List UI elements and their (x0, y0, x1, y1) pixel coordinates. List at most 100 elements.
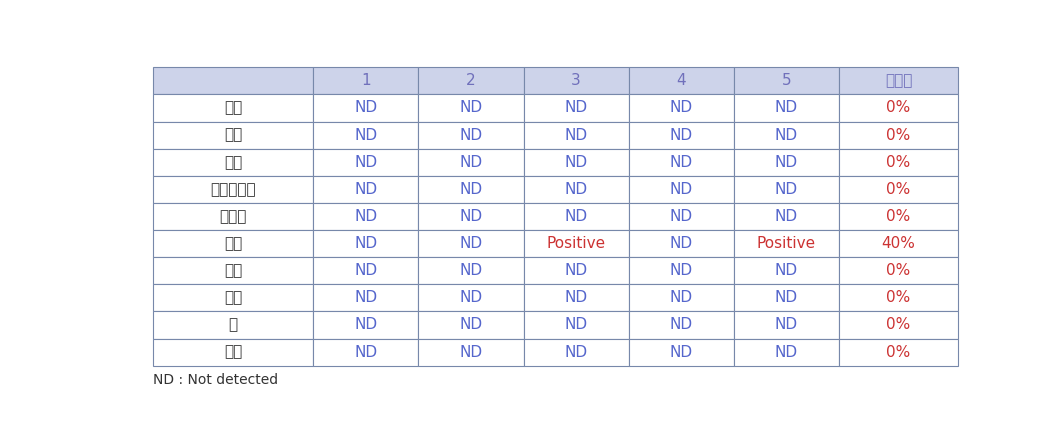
Text: ND: ND (354, 182, 377, 197)
Bar (524, 203, 629, 230)
Text: ND: ND (354, 345, 377, 359)
Text: 0%: 0% (886, 318, 911, 333)
Text: 1: 1 (361, 73, 371, 88)
Bar (840, 95, 958, 121)
Bar (734, 284, 840, 311)
Bar (629, 339, 734, 366)
Text: ND: ND (670, 345, 693, 359)
Text: ND: ND (775, 155, 798, 170)
Text: 검출률: 검출률 (885, 73, 913, 88)
Bar (629, 176, 734, 203)
Text: ND: ND (565, 182, 587, 197)
Bar (524, 311, 629, 339)
Text: ND: ND (459, 345, 482, 359)
Bar (419, 311, 524, 339)
Text: ND: ND (459, 290, 482, 306)
Text: ND: ND (775, 290, 798, 306)
Text: 오이: 오이 (224, 236, 243, 251)
Bar (314, 257, 419, 284)
Text: ND: ND (354, 100, 377, 116)
Bar (840, 176, 958, 203)
Text: ND: ND (670, 128, 693, 143)
Bar (629, 95, 734, 121)
Bar (734, 149, 840, 176)
Bar (419, 230, 524, 257)
Text: ND: ND (459, 263, 482, 278)
Bar (153, 149, 314, 176)
Text: ND: ND (565, 128, 587, 143)
Text: 마늘: 마늘 (224, 155, 243, 170)
Bar (419, 121, 524, 149)
Text: 4: 4 (676, 73, 686, 88)
Text: 0%: 0% (886, 345, 911, 359)
Text: 양상추: 양상추 (219, 209, 247, 224)
Text: 어묵: 어묵 (224, 345, 243, 359)
Text: ND: ND (775, 209, 798, 224)
Bar (734, 176, 840, 203)
Text: ND: ND (565, 318, 587, 333)
Bar (419, 339, 524, 366)
Text: ND: ND (354, 155, 377, 170)
Bar (629, 121, 734, 149)
Text: ND: ND (670, 236, 693, 251)
Bar (840, 149, 958, 176)
Text: ND: ND (354, 263, 377, 278)
Bar (419, 67, 524, 95)
Bar (840, 311, 958, 339)
Bar (314, 230, 419, 257)
Text: Positive: Positive (547, 236, 605, 251)
Text: ND: ND (565, 345, 587, 359)
Text: ND: ND (459, 182, 482, 197)
Bar (524, 339, 629, 366)
Bar (314, 203, 419, 230)
Bar (419, 176, 524, 203)
Bar (314, 149, 419, 176)
Bar (629, 257, 734, 284)
Bar (314, 311, 419, 339)
Bar (524, 176, 629, 203)
Text: ND: ND (670, 290, 693, 306)
Bar (153, 284, 314, 311)
Bar (419, 203, 524, 230)
Text: ND: ND (775, 345, 798, 359)
Bar (314, 67, 419, 95)
Text: 2: 2 (466, 73, 476, 88)
Bar (314, 176, 419, 203)
Text: ND: ND (670, 182, 693, 197)
Bar (153, 67, 314, 95)
Bar (314, 284, 419, 311)
Text: 40%: 40% (882, 236, 916, 251)
Bar (840, 203, 958, 230)
Text: 5: 5 (781, 73, 791, 88)
Bar (419, 257, 524, 284)
Bar (840, 121, 958, 149)
Text: 0%: 0% (886, 209, 911, 224)
Bar (524, 284, 629, 311)
Bar (153, 311, 314, 339)
Bar (629, 203, 734, 230)
Bar (629, 67, 734, 95)
Text: ND: ND (459, 318, 482, 333)
Bar (153, 203, 314, 230)
Bar (734, 311, 840, 339)
Text: ND: ND (565, 263, 587, 278)
Text: ND: ND (459, 128, 482, 143)
Text: ND: ND (775, 100, 798, 116)
Text: 방울토마토: 방울토마토 (210, 182, 255, 197)
Bar (153, 176, 314, 203)
Text: ND: ND (459, 236, 482, 251)
Text: 대파: 대파 (224, 128, 243, 143)
Bar (840, 339, 958, 366)
Text: 0%: 0% (886, 182, 911, 197)
Text: ND: ND (670, 209, 693, 224)
Bar (153, 230, 314, 257)
Bar (629, 284, 734, 311)
Text: ND: ND (354, 209, 377, 224)
Text: ND: ND (775, 128, 798, 143)
Text: ND: ND (775, 318, 798, 333)
Bar (629, 311, 734, 339)
Text: ND: ND (670, 155, 693, 170)
Text: 고추: 고추 (224, 100, 243, 116)
Bar (734, 257, 840, 284)
Bar (314, 95, 419, 121)
